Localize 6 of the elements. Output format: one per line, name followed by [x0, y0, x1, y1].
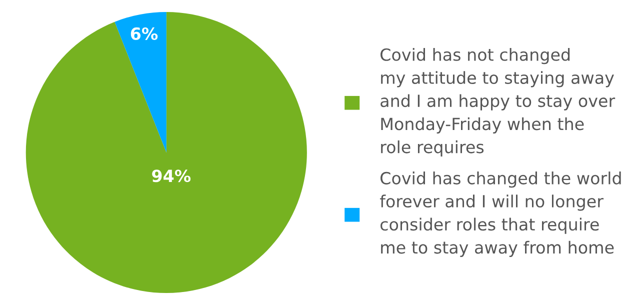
legend-label: Covid has changed the world forever and I will no longer consider roles that require me to stay away from home [380, 172, 621, 257]
data-label: 94% [152, 170, 191, 182]
data-label: 6% [130, 27, 158, 40]
pie-slice [114, 12, 166, 152]
pie-slice [26, 12, 307, 294]
legend-label: Covid has not changed my attitude to staying away and I am happy to stay over Monday-Friday when the role requires [380, 48, 616, 157]
